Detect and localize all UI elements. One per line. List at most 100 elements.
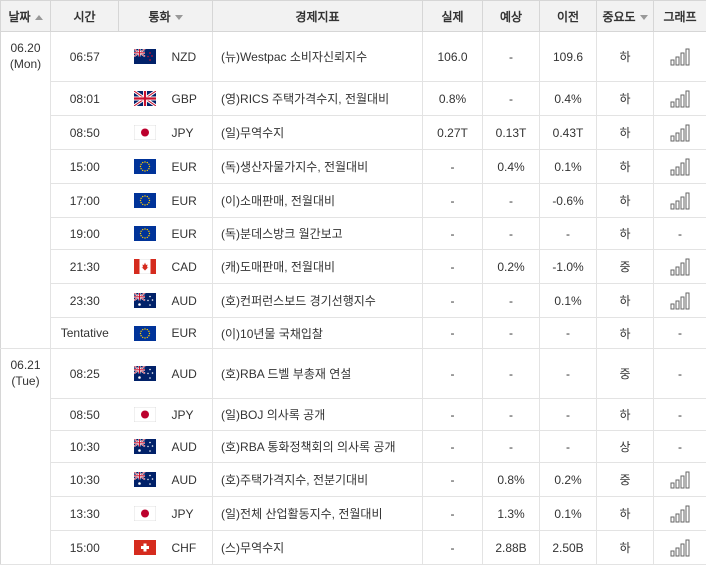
time-cell: 15:00: [50, 530, 119, 565]
importance-header[interactable]: 중요도: [596, 0, 654, 32]
table-row: 10:30 AUD (호)RBA 통화정책회의 의사록 공개 - - - 상 -: [1, 430, 706, 463]
previous-cell: -: [539, 348, 597, 399]
actual-cell: -: [422, 398, 483, 431]
weekday-label: (Mon): [9, 57, 42, 71]
currency-cell: GBP: [159, 81, 213, 116]
date-header[interactable]: 날짜: [0, 0, 51, 32]
indicator-cell: (일)무역수지: [212, 115, 423, 150]
table-row: 10:30 AUD (호)주택가격지수, 전분기대비 -0.8% 0.2% 중: [1, 462, 706, 497]
forecast-cell: -: [482, 31, 540, 82]
previous-cell: 2.50B: [539, 530, 597, 565]
graph-cell: -: [653, 398, 706, 431]
graph-cell[interactable]: [653, 31, 706, 82]
flag-cell: [118, 530, 160, 565]
previous-cell: -0.6%: [539, 183, 597, 218]
graph-cell: -: [653, 317, 706, 349]
table-row: 19:00 EUR (독)분데스방크 월간보고 - - - 하 -: [1, 217, 706, 250]
graph-cell[interactable]: [653, 183, 706, 218]
time-cell: 13:30: [50, 496, 119, 531]
time-cell: 23:30: [50, 283, 119, 318]
importance-cell: 상: [596, 430, 654, 463]
time-cell: 10:30: [50, 462, 119, 497]
table-row: 23:30 AUD (호)컨퍼런스보드 경기선행지수 - -0.1% 하: [1, 283, 706, 318]
previous-cell: -: [539, 317, 597, 349]
australia-flag-icon: [133, 472, 156, 488]
previous-cell: 0.1%: [539, 496, 597, 531]
importance-cell: 중: [596, 249, 654, 284]
indicator-cell: (독)생산자물가지수, 전월대비: [212, 149, 423, 184]
bar-chart-icon[interactable]: [654, 258, 706, 276]
currency-header[interactable]: 통화: [118, 0, 213, 32]
indicator-header: 경제지표: [212, 0, 423, 32]
forecast-cell: -: [482, 283, 540, 318]
previous-cell: 109.6: [539, 31, 597, 82]
importance-cell: 하: [596, 149, 654, 184]
graph-cell[interactable]: [653, 249, 706, 284]
graph-cell[interactable]: [653, 462, 706, 497]
currency-cell: CHF: [159, 530, 213, 565]
importance-cell: 하: [596, 283, 654, 318]
bar-chart-icon[interactable]: [654, 124, 706, 142]
eu-flag-icon: [133, 193, 156, 209]
indicator-cell: (호)컨퍼런스보드 경기선행지수: [212, 283, 423, 318]
bar-chart-icon[interactable]: [654, 158, 706, 176]
indicator-cell: (이)소매판매, 전월대비: [212, 183, 423, 218]
australia-flag-icon: [133, 366, 156, 382]
previous-cell: 0.2%: [539, 462, 597, 497]
table-row: 13:30 JPY (일)전체 산업활동지수, 전월대비 -1.3% 0.1% 하: [1, 496, 706, 531]
graph-cell[interactable]: [653, 530, 706, 565]
forecast-cell: 0.4%: [482, 149, 540, 184]
bar-chart-icon[interactable]: [654, 505, 706, 523]
forecast-cell: 2.88B: [482, 530, 540, 565]
flag-cell: [118, 317, 160, 349]
actual-cell: -: [422, 283, 483, 318]
indicator-cell: (일)전체 산업활동지수, 전월대비: [212, 496, 423, 531]
bar-chart-icon[interactable]: [654, 192, 706, 210]
bar-chart-icon[interactable]: [654, 48, 706, 66]
time-cell: 17:00: [50, 183, 119, 218]
bar-chart-icon[interactable]: [654, 471, 706, 489]
currency-cell: AUD: [159, 283, 213, 318]
time-cell: 08:50: [50, 398, 119, 431]
importance-cell: 하: [596, 496, 654, 531]
indicator-cell: (호)주택가격지수, 전분기대비: [212, 462, 423, 497]
australia-flag-icon: [133, 293, 156, 309]
switzerland-flag-icon: [133, 540, 156, 556]
previous-cell: 0.4%: [539, 81, 597, 116]
bar-chart-icon[interactable]: [654, 539, 706, 557]
date-label: 06.20: [10, 41, 41, 55]
forecast-cell: 0.8%: [482, 462, 540, 497]
graph-cell: -: [653, 348, 706, 399]
japan-flag-icon: [133, 407, 156, 423]
dropdown-icon[interactable]: [174, 14, 183, 20]
indicator-cell: (뉴)Westpac 소비자신뢰지수: [212, 31, 423, 82]
indicator-cell: (호)RBA 통화정책회의 의사록 공개: [212, 430, 423, 463]
graph-cell[interactable]: [653, 283, 706, 318]
sort-up-icon[interactable]: [34, 14, 43, 20]
currency-cell: AUD: [159, 462, 213, 497]
time-cell: 21:30: [50, 249, 119, 284]
bar-chart-icon[interactable]: [654, 292, 706, 310]
table-row: 15:00 EUR (독)생산자물가지수, 전월대비 -0.4% 0.1% 하: [1, 149, 706, 184]
graph-cell[interactable]: [653, 81, 706, 116]
graph-cell[interactable]: [653, 496, 706, 531]
forecast-cell: -: [482, 317, 540, 349]
eu-flag-icon: [133, 325, 156, 341]
bar-chart-icon[interactable]: [654, 90, 706, 108]
actual-cell: -: [422, 317, 483, 349]
time-cell: 10:30: [50, 430, 119, 463]
currency-cell: EUR: [159, 317, 213, 349]
forecast-cell: 1.3%: [482, 496, 540, 531]
dropdown-icon[interactable]: [639, 14, 648, 20]
currency-cell: JPY: [159, 496, 213, 531]
time-cell: 08:01: [50, 81, 119, 116]
importance-cell: 하: [596, 217, 654, 250]
forecast-cell: -: [482, 81, 540, 116]
graph-cell[interactable]: [653, 149, 706, 184]
currency-cell: CAD: [159, 249, 213, 284]
importance-cell: 하: [596, 398, 654, 431]
graph-cell[interactable]: [653, 115, 706, 150]
date-header-label: 날짜: [8, 9, 31, 24]
date-label: 06.21: [10, 358, 41, 372]
